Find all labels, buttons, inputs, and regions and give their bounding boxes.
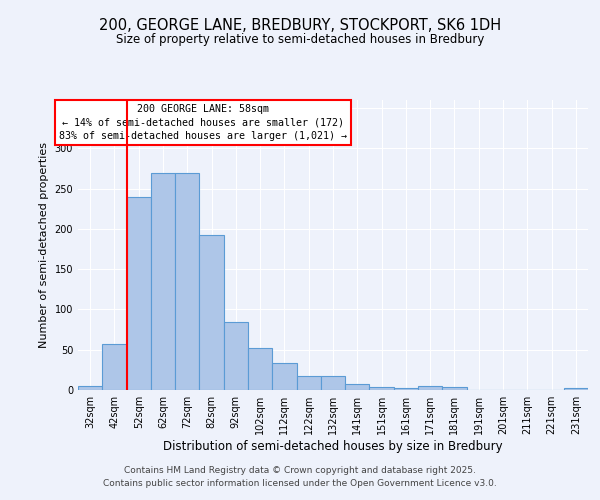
Bar [321,376,345,390]
X-axis label: Distribution of semi-detached houses by size in Bredbury: Distribution of semi-detached houses by … [163,440,503,453]
Bar [175,172,199,390]
Text: Size of property relative to semi-detached houses in Bredbury: Size of property relative to semi-detach… [116,32,484,46]
Bar [151,172,175,390]
Y-axis label: Number of semi-detached properties: Number of semi-detached properties [39,142,49,348]
Bar [78,386,102,390]
Bar [224,322,248,390]
Bar [199,236,224,390]
Bar [394,388,418,390]
Bar [296,376,321,390]
Bar [345,384,370,390]
Bar [370,387,394,390]
Bar [102,344,127,390]
Bar [272,362,296,390]
Bar [248,348,272,390]
Text: Contains HM Land Registry data © Crown copyright and database right 2025.
Contai: Contains HM Land Registry data © Crown c… [103,466,497,487]
Bar [564,388,588,390]
Bar [442,387,467,390]
Text: 200, GEORGE LANE, BREDBURY, STOCKPORT, SK6 1DH: 200, GEORGE LANE, BREDBURY, STOCKPORT, S… [99,18,501,32]
Bar [418,386,442,390]
Text: 200 GEORGE LANE: 58sqm
← 14% of semi-detached houses are smaller (172)
83% of se: 200 GEORGE LANE: 58sqm ← 14% of semi-det… [59,104,347,141]
Bar [127,196,151,390]
